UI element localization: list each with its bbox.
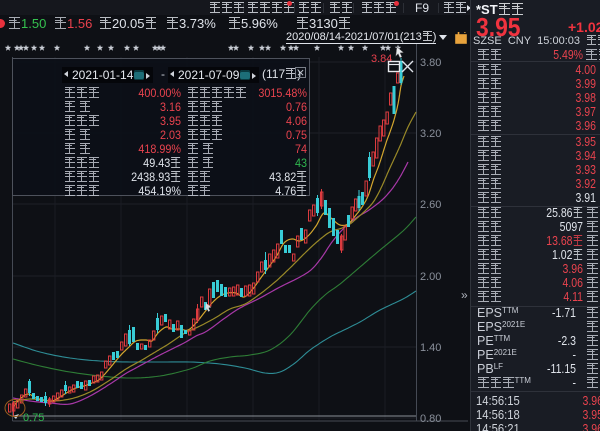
svg-text:1.40: 1.40 (420, 342, 441, 354)
svg-text:3.84: 3.84 (371, 53, 392, 65)
svg-text:0.80: 0.80 (420, 413, 441, 425)
svg-text:3.80: 3.80 (420, 57, 441, 69)
svg-text:0.75: 0.75 (23, 412, 44, 424)
svg-text:2.60: 2.60 (420, 199, 441, 211)
svg-text:2.00: 2.00 (420, 271, 441, 283)
svg-text:3.20: 3.20 (420, 128, 441, 140)
